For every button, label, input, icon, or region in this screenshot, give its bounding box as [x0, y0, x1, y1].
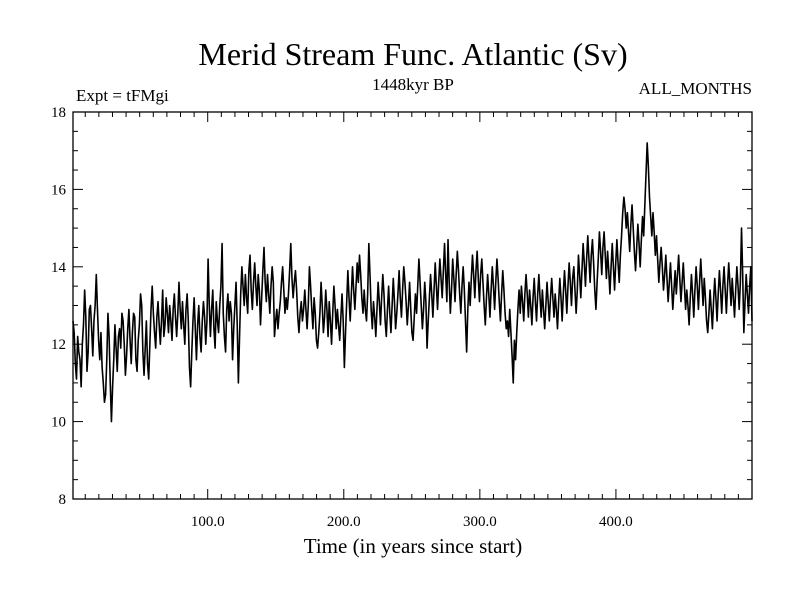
x-axis-label: Time (in years since start) [304, 534, 523, 558]
y-tick-label: 8 [59, 492, 67, 508]
x-tick-label: 100.0 [191, 514, 225, 530]
chart-subtitle: 1448kyr BP [372, 75, 454, 94]
y-tick-label: 12 [51, 337, 66, 353]
series-line [72, 142, 753, 423]
plot-frame [72, 111, 753, 500]
axes-layer: 100.0 200.0 300.0 400.0 8 10 12 14 16 18 [51, 105, 752, 530]
months-label: ALL_MONTHS [639, 79, 752, 98]
y-tick-label: 10 [51, 415, 66, 431]
chart-title: Merid Stream Func. Atlantic (Sv) [198, 36, 627, 72]
y-tick-label: 18 [51, 105, 66, 121]
experiment-label: Expt = tFMgi [76, 86, 169, 105]
x-tick-label: 300.0 [463, 514, 497, 530]
x-tick-label: 200.0 [327, 514, 361, 530]
y-tick-label: 14 [51, 260, 67, 276]
x-tick-label: 400.0 [599, 514, 633, 530]
y-tick-label: 16 [51, 182, 67, 198]
